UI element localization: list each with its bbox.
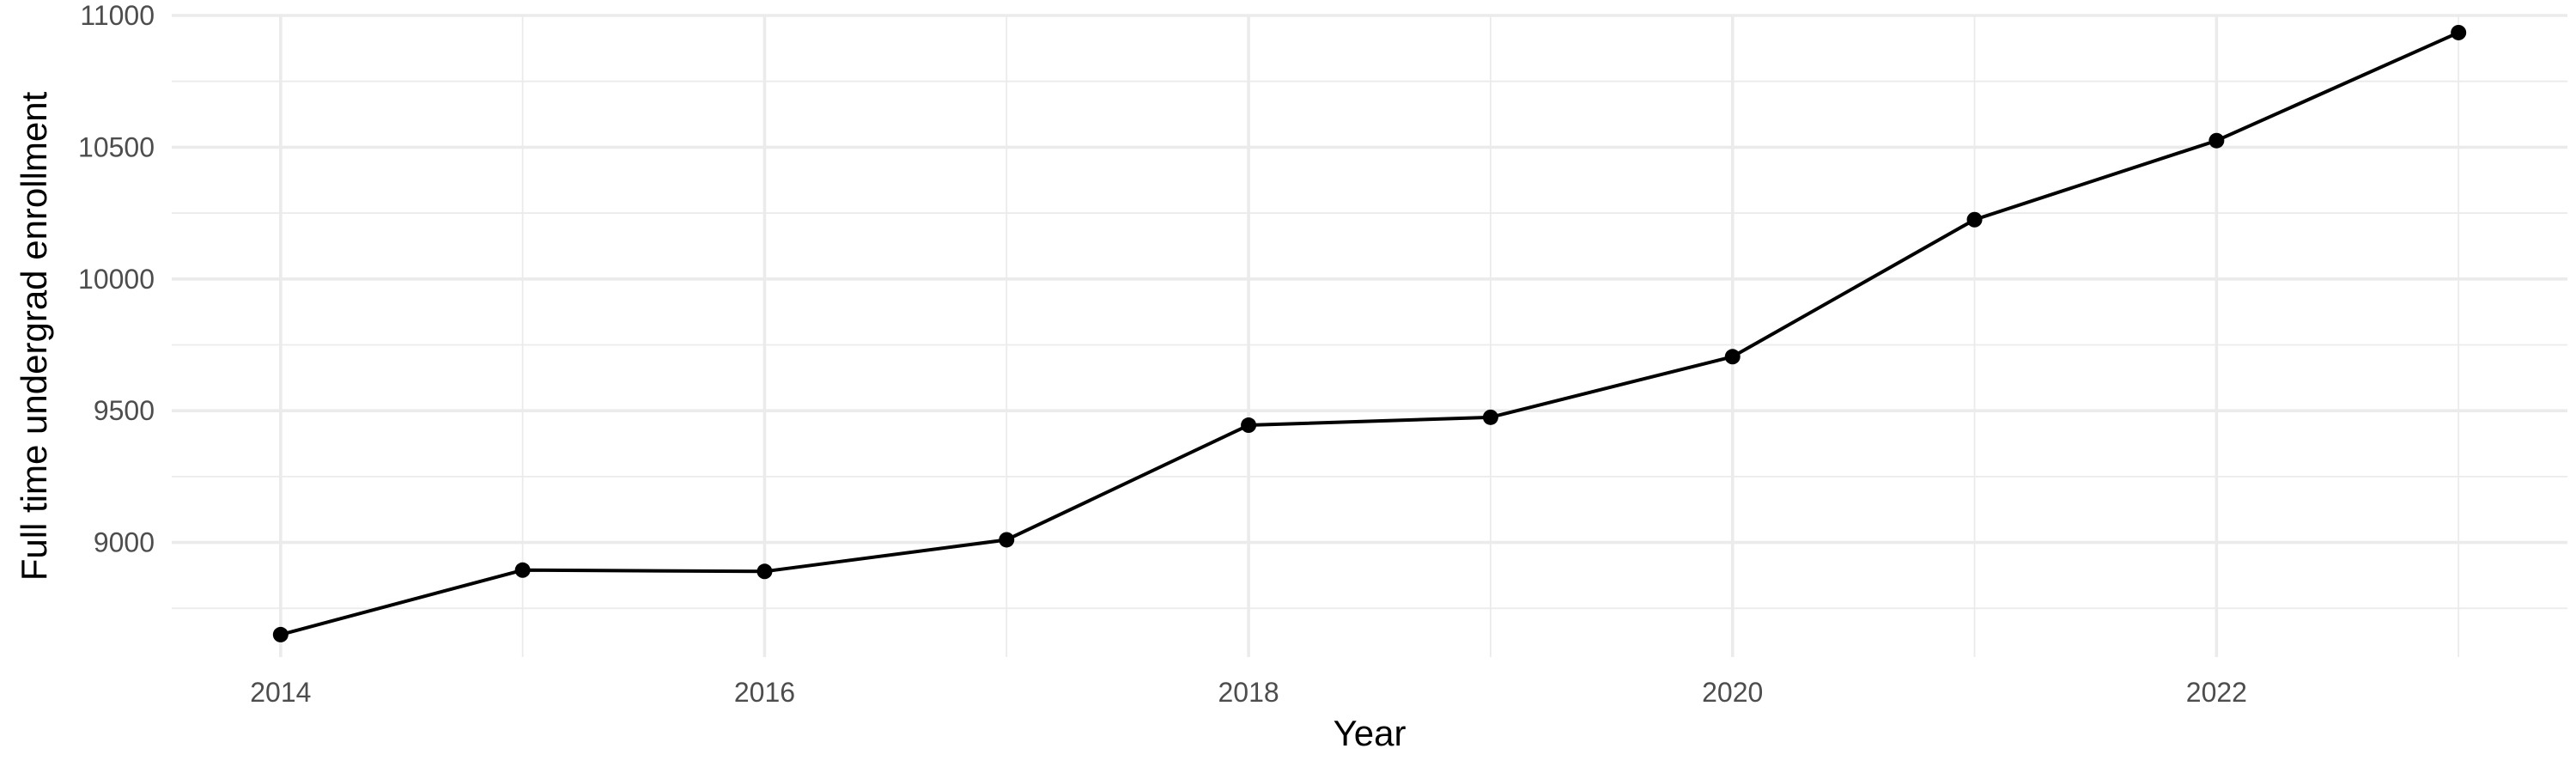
y-tick-label: 11000 — [80, 0, 155, 31]
data-point — [1966, 211, 1983, 228]
y-axis-title: Full time undergrad enrollment — [14, 91, 54, 581]
y-tick-label: 10000 — [78, 264, 155, 295]
x-tick-label: 2020 — [1702, 677, 1763, 708]
y-tick-label: 10500 — [78, 131, 155, 162]
x-tick-label: 2016 — [734, 677, 795, 708]
x-axis-tick-labels: 2014 2016 2018 2020 2022 — [250, 677, 2247, 708]
data-point — [2208, 132, 2225, 149]
y-axis-tick-labels: 9000 9500 10000 10500 11000 — [78, 0, 155, 558]
x-axis-title: Year — [1334, 713, 1406, 753]
enrollment-series-line — [280, 31, 2459, 636]
grid-lines — [172, 14, 2567, 657]
data-point — [2451, 24, 2467, 40]
data-point — [1482, 409, 1498, 425]
data-point — [1724, 349, 1741, 365]
x-tick-label: 2018 — [1218, 677, 1279, 708]
data-point — [1241, 417, 1257, 434]
y-tick-label: 9500 — [94, 395, 155, 426]
data-point — [514, 562, 531, 578]
data-point — [272, 626, 289, 642]
data-point — [999, 532, 1015, 548]
x-tick-label: 2014 — [250, 677, 311, 708]
data-point — [756, 563, 773, 580]
y-tick-label: 9000 — [94, 527, 155, 558]
x-tick-label: 2022 — [2186, 677, 2247, 708]
series-layer — [272, 24, 2467, 642]
